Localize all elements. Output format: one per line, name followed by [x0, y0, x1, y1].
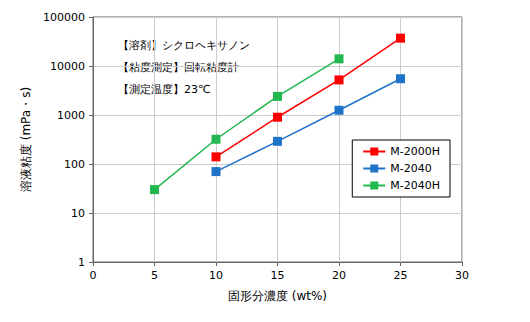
svg-text:10: 10: [71, 207, 85, 220]
svg-text:100: 100: [64, 158, 85, 171]
svg-text:25: 25: [394, 269, 408, 282]
svg-text:M-2040: M-2040: [390, 162, 431, 175]
svg-text:【溶剤】シクロヘキサノン: 【溶剤】シクロヘキサノン: [118, 39, 250, 52]
svg-text:10: 10: [209, 269, 223, 282]
svg-text:固形分濃度 (wt%): 固形分濃度 (wt%): [228, 289, 327, 303]
svg-text:10000: 10000: [50, 60, 85, 73]
svg-text:M-2040H: M-2040H: [390, 179, 440, 192]
svg-text:30: 30: [455, 269, 469, 282]
svg-text:20: 20: [332, 269, 346, 282]
svg-text:【測定温度】23℃: 【測定温度】23℃: [118, 83, 210, 96]
svg-text:1000: 1000: [57, 109, 85, 122]
svg-text:15: 15: [271, 269, 285, 282]
svg-text:5: 5: [151, 269, 158, 282]
svg-text:100000: 100000: [43, 11, 85, 24]
svg-text:0: 0: [90, 269, 97, 282]
svg-text:溶液粘度 (mPa・s): 溶液粘度 (mPa・s): [19, 87, 33, 192]
svg-text:【粘度測定】回転粘度計: 【粘度測定】回転粘度計: [118, 60, 239, 74]
svg-text:1: 1: [78, 256, 85, 269]
svg-text:M-2000H: M-2000H: [390, 145, 440, 158]
